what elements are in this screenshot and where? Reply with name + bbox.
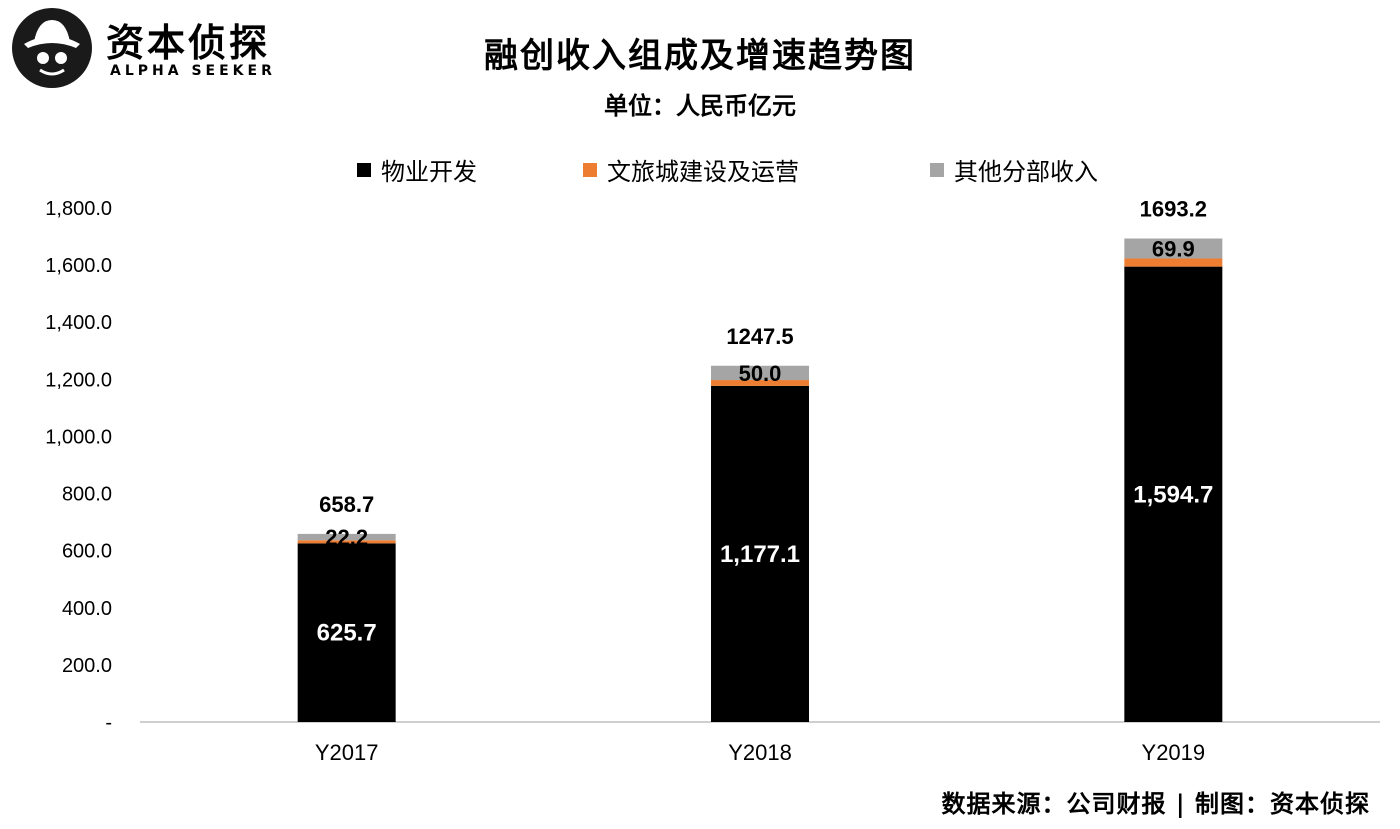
y-tick-label: 600.0	[62, 541, 112, 563]
chart-title: 融创收入组成及增速趋势图	[484, 36, 916, 76]
bar-segment-property	[711, 385, 809, 722]
data-label-property: 625.7	[317, 620, 377, 647]
source-note: 数据来源：公司财报 | 制图：资本侦探	[941, 789, 1370, 818]
legend-label-cultural-tourism: 文旅城建设及运营	[607, 158, 799, 186]
legend-item-cultural-tourism: 文旅城建设及运营	[583, 152, 799, 187]
legend-item-property: 物业开发	[357, 152, 477, 187]
y-tick-label: 800.0	[62, 484, 112, 506]
bar-segment-cultural-tourism	[297, 540, 396, 544]
y-tick-label: 200.0	[62, 655, 112, 677]
y-tick-label: 1,200.0	[45, 369, 112, 391]
x-tick-label: Y2019	[1142, 740, 1206, 765]
data-label-other: 69.9	[1152, 236, 1195, 261]
data-label-property: 1,177.1	[720, 541, 800, 568]
legend-label-property: 物业开发	[381, 158, 477, 186]
bar-segment-property	[297, 543, 396, 722]
data-label-other: 50.0	[739, 361, 782, 386]
y-tick-label: 1,800.0	[45, 198, 112, 220]
logo-name-cn: 资本侦探	[106, 21, 271, 65]
chart-subtitle: 单位：人民币亿元	[604, 91, 796, 120]
brand-logo: 资本侦探 ALPHA SEEKER	[10, 6, 280, 90]
y-tick-label: 1,400.0	[45, 312, 112, 334]
y-tick-label: 1,600.0	[45, 255, 112, 277]
bar-segment-property	[1124, 266, 1223, 722]
x-tick-label: Y2018	[728, 740, 792, 765]
bar-segment-other	[297, 533, 396, 541]
detective-hat-icon	[12, 8, 92, 88]
legend-swatch-cultural-tourism	[583, 162, 597, 177]
y-tick-label: 1,000.0	[45, 426, 112, 448]
legend-swatch-other	[930, 162, 944, 177]
data-label-other: 22.2	[325, 525, 368, 550]
bar-segment-other	[1124, 238, 1223, 259]
legend-swatch-property	[357, 162, 371, 177]
total-label: 1693.2	[1140, 196, 1207, 221]
logo-name-en: ALPHA SEEKER	[110, 63, 276, 79]
bar-segment-cultural-tourism	[711, 380, 809, 386]
y-tick-label: 400.0	[62, 598, 112, 620]
total-label: 1247.5	[726, 324, 793, 349]
total-label: 658.7	[319, 492, 374, 517]
data-label-property: 1,594.7	[1133, 481, 1213, 508]
chart-legend: 物业开发 文旅城建设及运营 其他分部收入	[0, 152, 1400, 188]
bar-segment-cultural-tourism	[1124, 258, 1223, 267]
legend-item-other: 其他分部收入	[930, 152, 1098, 187]
y-tick-label: -	[105, 712, 112, 734]
legend-label-other: 其他分部收入	[954, 158, 1098, 186]
bar-segment-other	[711, 365, 809, 381]
x-tick-label: Y2017	[315, 740, 379, 765]
